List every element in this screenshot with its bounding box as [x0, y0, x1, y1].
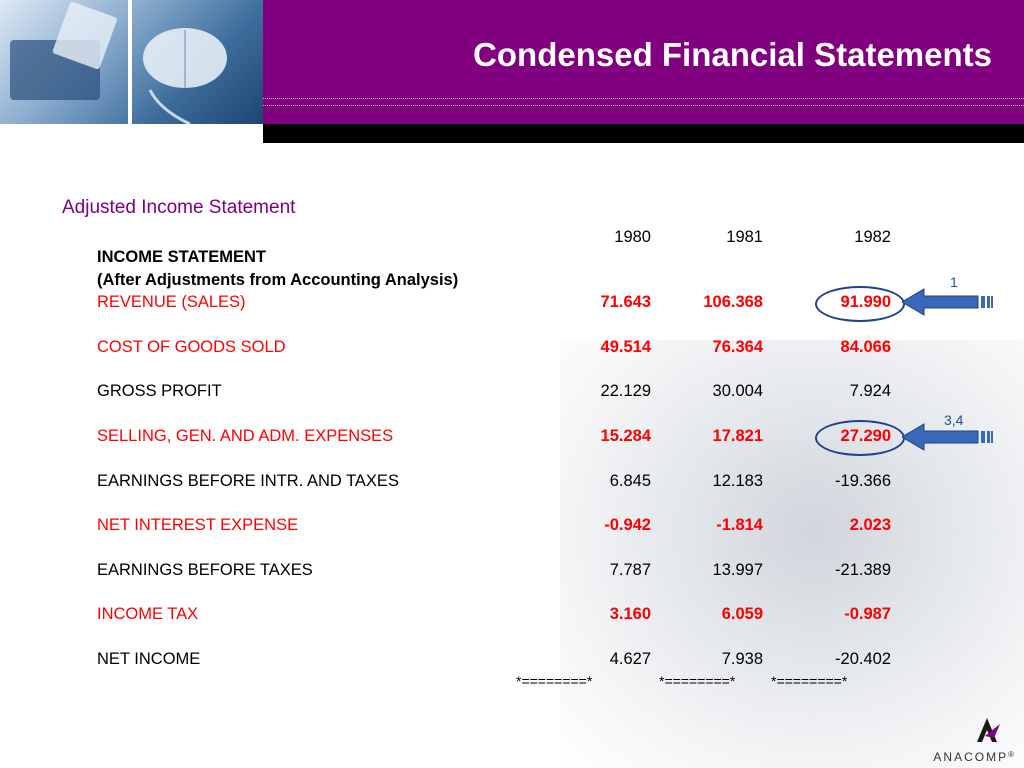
highlight-ellipse [815, 420, 905, 456]
row-label: NET INCOME [97, 650, 201, 668]
background-photo [560, 340, 1024, 768]
year-header: 1980 [614, 228, 651, 246]
cell-value: 7.938 [721, 650, 763, 668]
header-black-bar [263, 124, 1024, 143]
header-photo [0, 0, 263, 124]
cell-value: 12.183 [712, 472, 763, 490]
year-header: 1982 [854, 228, 891, 246]
cell-value: 13.997 [712, 561, 763, 579]
total-separator: *========* [659, 673, 736, 689]
header-dotted-line [263, 98, 1024, 99]
header-dotted-line [263, 105, 1024, 106]
cell-value: 3.160 [609, 605, 651, 623]
cell-value: 7.924 [849, 382, 891, 400]
arrow-left-icon [902, 288, 993, 316]
total-separator: *========* [771, 673, 848, 689]
row-label: NET INTEREST EXPENSE [97, 516, 299, 534]
section-subtitle: Adjusted Income Statement [62, 197, 296, 218]
cell-value: 106.368 [703, 293, 763, 311]
row-label: SELLING, GEN. AND ADM. EXPENSES [97, 427, 394, 445]
row-label: EARNINGS BEFORE INTR. AND TAXES [97, 472, 399, 490]
cell-value: 6.059 [721, 605, 763, 623]
row-label: COST OF GOODS SOLD [97, 338, 286, 356]
cell-value: 30.004 [712, 382, 763, 400]
cell-value: 17.821 [712, 427, 763, 445]
cell-value: -20.402 [835, 650, 891, 668]
total-separator: *========* [516, 673, 593, 689]
cell-value: -0.987 [844, 605, 891, 623]
company-logo-text: ANACOMP® [933, 750, 1016, 764]
cell-value: -1.814 [716, 516, 763, 534]
cell-value: -0.942 [604, 516, 651, 534]
cell-value: 49.514 [600, 338, 651, 356]
table-heading: INCOME STATEMENT [97, 248, 266, 266]
year-header: 1981 [726, 228, 763, 246]
header-band [263, 0, 1024, 124]
row-label: EARNINGS BEFORE TAXES [97, 561, 313, 579]
cell-value: -19.366 [835, 472, 891, 490]
cell-value: 15.284 [600, 427, 651, 445]
header-photo-divider [128, 0, 132, 124]
row-label: INCOME TAX [97, 605, 199, 623]
cell-value: 71.643 [600, 293, 651, 311]
callout-number: 1 [950, 274, 958, 290]
page-title: Condensed Financial Statements [473, 36, 992, 73]
cell-value: 6.845 [609, 472, 651, 490]
logo-wordmark: ANACOMP [933, 750, 1009, 764]
highlight-ellipse [815, 286, 905, 322]
table-subheading: (After Adjustments from Accounting Analy… [97, 271, 459, 289]
computer-mouse-photo-icon [10, 1, 227, 124]
callout-number: 3,4 [944, 412, 964, 428]
anacomp-logo-icon [977, 718, 1000, 742]
arrow-left-icon [902, 423, 993, 451]
cell-value: -21.389 [835, 561, 891, 579]
cell-value: 7.787 [609, 561, 651, 579]
cell-value: 84.066 [840, 338, 891, 356]
row-label: GROSS PROFIT [97, 382, 222, 400]
cell-value: 2.023 [849, 516, 891, 534]
logo-registered-mark: ® [1008, 750, 1016, 759]
cell-value: 22.129 [600, 382, 651, 400]
row-label: REVENUE (SALES) [97, 293, 246, 311]
cell-value: 76.364 [712, 338, 763, 356]
cell-value: 4.627 [609, 650, 651, 668]
